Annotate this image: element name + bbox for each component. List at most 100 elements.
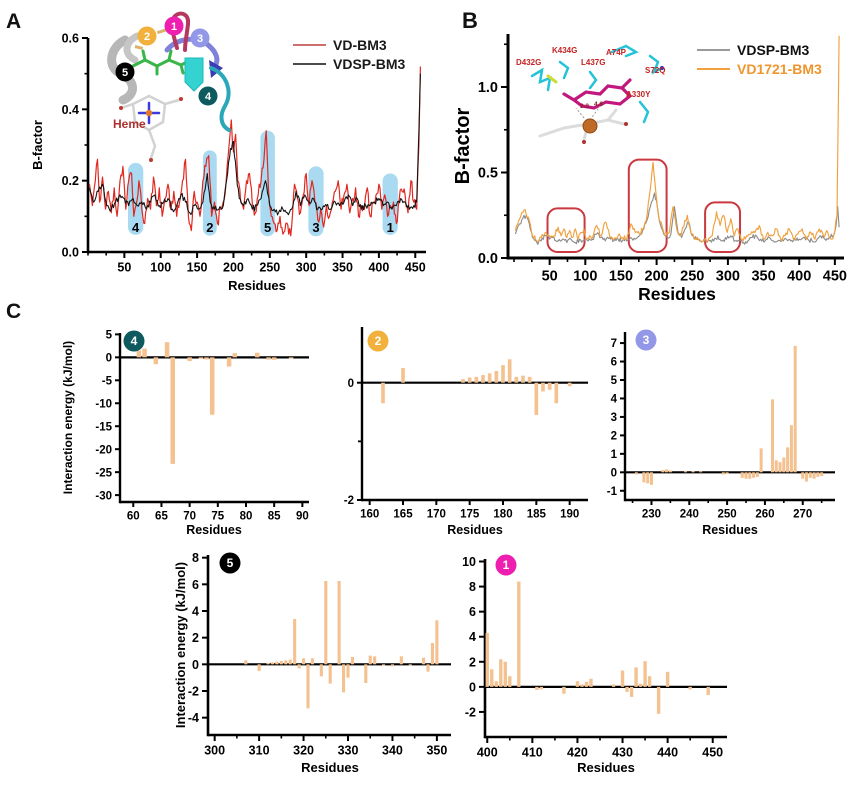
bar [725,472,729,474]
nitrogen-tip [660,66,664,70]
oxygen-tip [624,122,628,126]
chart-text: Residues [702,523,758,537]
chart-text: 0 [348,378,354,390]
bar [232,353,237,358]
chart-text: 0 [469,680,476,694]
chart-text: 0.2 [62,174,79,188]
panel-a-bfactor-chart: 50 100 150 200 250 300 350 400 450 0.0 0.2 0.4 0.6 Re… [30,32,426,293]
bar [364,664,368,683]
chart-text: Interaction energy (kJ/mol) [61,341,75,494]
chart-text: 0.4 [62,103,79,117]
panel-a-structure-inset: 1 2 3 4 5 Heme [107,11,231,162]
chart-text: 3 [312,220,319,235]
bar [575,681,580,687]
ligand-sticks-magenta [562,78,633,110]
bar [534,382,539,415]
chart-text: -2 [465,705,476,719]
chart-text: 2 [469,655,476,669]
bar [271,357,277,360]
chart-text: 250 [680,269,704,285]
bar [461,379,465,383]
badge-3-icon [190,28,210,48]
chart-text: -15 [95,421,112,433]
bar [584,681,589,687]
chart-text: 175 [460,509,480,521]
bar [642,472,646,483]
panel-c-site2-chart: 160 165 170 175 180 185 190 0 -2 Residues 2 [344,327,588,537]
bar [153,357,159,365]
chart-text: 400 [787,269,811,285]
chart-text: 1 [387,220,394,235]
bar [381,382,385,404]
oxygen-tip [119,106,123,110]
highlight-box [546,207,586,254]
chart-text: 50 [542,269,558,285]
chart-text: 250 [259,261,280,275]
chart-text: Residues [638,284,716,304]
bar [793,345,797,473]
chart-text: 50 [117,261,131,275]
chart-text: 170 [427,509,446,521]
chart-text: 6 [611,357,617,369]
bar [805,472,809,482]
bar [508,676,512,687]
bar [257,664,261,671]
chart-text: 6 [192,578,199,592]
bar [752,472,756,478]
chart-text: 8 [192,551,199,565]
bar [399,656,403,665]
distance-label-2: 4.6 [594,101,604,108]
bar [721,472,725,475]
tan-dash [134,45,144,50]
bar [554,382,559,404]
chart-text: 2 [206,220,213,235]
chart-text: 4 [611,394,618,406]
bar [266,663,270,665]
bar [740,472,744,478]
bar [342,664,346,693]
panel-label-a: A [6,10,22,33]
highlight-pill [382,173,398,235]
bar [759,448,763,473]
bar [625,686,629,692]
bar [778,462,782,473]
bar [816,472,820,477]
chart-text: 80 [240,511,253,523]
chart-text: 60 [127,511,140,523]
panel-b-bfactor-chart: 50 100 150 200 250 300 350 400 450 0.0 0.5 1.0 Resid… [452,34,847,304]
chart-text: 410 [522,746,543,760]
chart-text: -4 [188,711,199,725]
chart-text: 320 [293,744,314,758]
bar [337,581,341,665]
bar [368,655,372,665]
chart-text: 240 [680,509,699,521]
chart-text: 0 [106,352,112,364]
chart-text: 310 [249,744,270,758]
bar [683,471,688,473]
legend-row: VD1721-BM3 [697,59,822,78]
chart-text: 0 [192,658,199,672]
chart-text: 0 [611,467,617,479]
badge-4-icon [123,330,145,352]
chart-text: 1 [611,449,618,461]
chart-text: -20 [95,444,112,456]
highlight-box [704,201,742,254]
bar [226,357,232,367]
bar [646,472,650,484]
bar [567,382,572,387]
bar [547,382,552,390]
panel-c-site5-chart: 300 310 320 330 340 350 8 6 4 2 0 -2 -4 Residues Inter… [173,551,451,775]
mutation-label-a74p: A74P [606,48,627,57]
bar [629,686,634,697]
bar [401,368,405,383]
chart-text: 450 [702,746,723,760]
distance-dashes [575,105,601,121]
legend-line-vdsp-bm3 [293,62,326,65]
bar [647,676,652,687]
heme-sticks [119,94,181,160]
oxygen-tip [179,97,183,101]
chart-text: -25 [95,467,112,479]
bar [691,471,695,473]
chart-text: 300 [716,269,740,285]
bar [812,472,816,479]
